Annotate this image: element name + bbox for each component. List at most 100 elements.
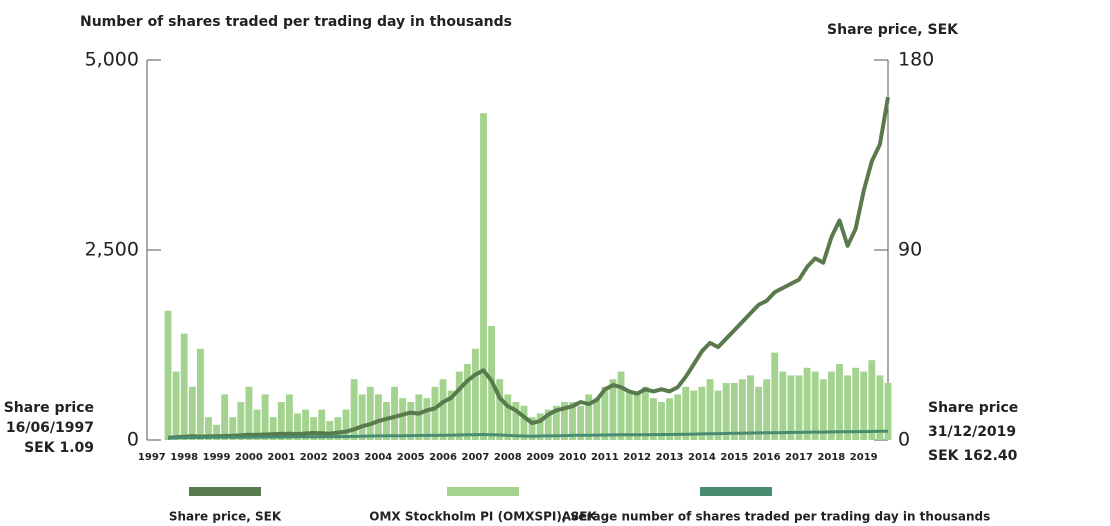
x-tick-label: 2013 xyxy=(656,452,684,463)
bar xyxy=(196,348,204,440)
bar xyxy=(374,394,382,440)
bar xyxy=(471,348,479,440)
bar xyxy=(625,390,633,440)
legend-label: Average number of shares traded per trad… xyxy=(562,510,991,524)
bar xyxy=(439,379,447,440)
bar xyxy=(310,417,318,440)
bar xyxy=(383,402,390,440)
bar xyxy=(455,371,463,440)
bar xyxy=(666,398,674,440)
bar xyxy=(520,405,528,440)
x-tick-label: 2000 xyxy=(235,452,263,463)
bar xyxy=(844,375,851,440)
bar xyxy=(876,375,884,440)
bar xyxy=(504,394,512,440)
bar xyxy=(819,379,827,440)
y2-tick-label: 0 xyxy=(898,429,910,451)
right-axis-label: Share price, SEK xyxy=(827,22,959,38)
bar xyxy=(730,383,738,440)
annotation: SEK 162.40 xyxy=(928,448,1018,464)
bar xyxy=(391,386,398,440)
bar xyxy=(609,379,617,440)
bar xyxy=(633,394,641,440)
bar xyxy=(221,394,229,440)
bar xyxy=(763,379,771,440)
bar xyxy=(205,417,212,440)
x-tick-label: 2003 xyxy=(332,452,360,463)
bar xyxy=(528,417,536,440)
bar xyxy=(350,379,358,440)
bar xyxy=(334,417,342,440)
bar xyxy=(342,409,350,440)
bar xyxy=(285,394,293,440)
bar xyxy=(302,409,309,440)
x-tick-label: 1998 xyxy=(170,452,198,463)
bar xyxy=(358,394,366,440)
line xyxy=(168,429,889,440)
y2-tick-label: 90 xyxy=(898,239,922,261)
bar xyxy=(811,371,819,440)
x-tick-label: 2017 xyxy=(785,452,813,463)
bar xyxy=(674,394,682,440)
bar xyxy=(326,421,334,440)
bar xyxy=(827,371,835,440)
bar xyxy=(245,386,253,440)
x-tick-label: 2010 xyxy=(559,452,587,463)
legend-swatch xyxy=(447,487,519,496)
bar xyxy=(512,402,520,440)
bar xyxy=(852,367,860,440)
bar xyxy=(593,398,601,440)
bar xyxy=(237,402,245,440)
x-tick-label: 2019 xyxy=(850,452,878,463)
x-tick-label: 1999 xyxy=(203,452,231,463)
bar xyxy=(601,386,609,440)
bar xyxy=(803,367,811,440)
x-tick-label: 2008 xyxy=(494,452,522,463)
bar xyxy=(771,352,779,440)
bar xyxy=(269,417,277,440)
annotation: Share price xyxy=(928,400,1018,416)
x-tick-label: 2015 xyxy=(720,452,748,463)
bar xyxy=(560,402,568,440)
bar xyxy=(569,402,576,440)
annotation-left: Share price 16/06/1997 SEK 1.09 xyxy=(4,400,94,456)
bar xyxy=(172,371,180,440)
bar xyxy=(585,394,593,440)
bar xyxy=(617,371,625,440)
left-axis-label: Number of shares traded per trading day … xyxy=(80,14,512,30)
bar xyxy=(779,371,787,440)
bar xyxy=(738,379,746,440)
bar xyxy=(164,310,172,440)
bar xyxy=(496,379,504,440)
x-tick-label: 2006 xyxy=(429,452,457,463)
bar xyxy=(277,402,285,440)
bar xyxy=(188,386,196,440)
legend-swatch xyxy=(189,487,261,496)
y-tick-label: 2,500 xyxy=(85,239,139,261)
x-tick-label: 1997 xyxy=(138,452,166,463)
bar xyxy=(423,398,431,440)
x-tick-label: 2011 xyxy=(591,452,619,463)
bar xyxy=(795,375,803,440)
bar xyxy=(706,379,714,440)
legend-swatch xyxy=(700,487,772,496)
bar xyxy=(229,417,237,440)
bar xyxy=(253,409,261,440)
bar xyxy=(536,413,544,440)
bar xyxy=(366,386,374,440)
bar xyxy=(577,405,585,440)
annotation: Share price xyxy=(4,400,94,416)
x-tick-label: 2001 xyxy=(267,452,295,463)
bar xyxy=(463,364,471,440)
bar xyxy=(447,390,455,440)
bar xyxy=(294,413,301,440)
bar xyxy=(836,364,843,440)
bar xyxy=(658,402,665,440)
x-tick-label: 2009 xyxy=(526,452,554,463)
bar xyxy=(860,371,868,440)
bar xyxy=(698,386,706,440)
annotation: 31/12/2019 xyxy=(928,424,1016,440)
x-tick-label: 2016 xyxy=(753,452,781,463)
x-tick-label: 2004 xyxy=(364,452,392,463)
